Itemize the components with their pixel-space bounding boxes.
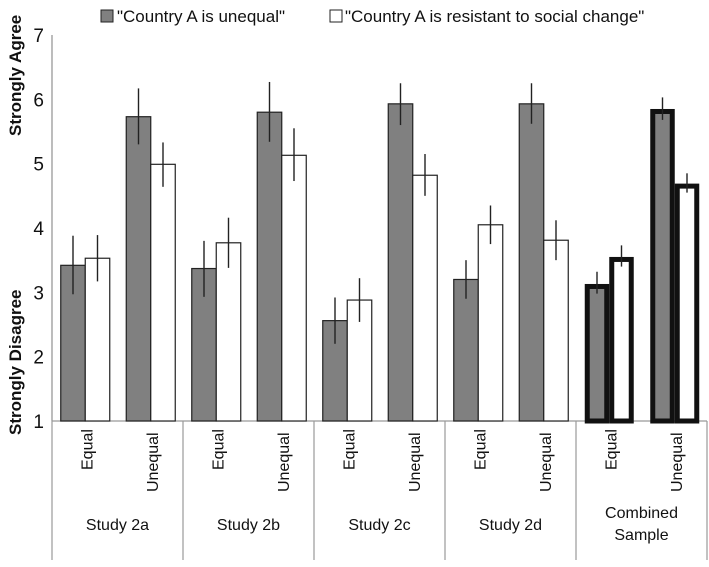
group-label: Study 2a: [86, 517, 149, 534]
bar-unequal: [650, 108, 675, 424]
y-tick-label: 2: [33, 348, 44, 369]
y-label-top: Strongly Agree: [6, 15, 25, 136]
bar-resistant: [412, 174, 438, 422]
x-tick-label-equal: Equal: [79, 429, 96, 470]
y-tick-label: 4: [33, 219, 44, 240]
legend: "Country A is unequal" "Country A is res…: [100, 7, 644, 26]
bar-resistant: [281, 154, 307, 422]
x-tick-label-unequal: Unequal: [145, 432, 162, 492]
x-tick-label-equal: Equal: [472, 429, 489, 470]
bar-resistant: [84, 257, 111, 422]
bar-resistant: [674, 183, 700, 424]
bar-unequal: [518, 103, 545, 422]
group-label: Study 2b: [217, 517, 280, 534]
bar-unequal: [322, 320, 348, 422]
bar-unequal: [387, 103, 414, 422]
y-tick-label: 3: [33, 283, 44, 304]
bar-resistant: [215, 242, 242, 422]
bar-resistant: [150, 163, 176, 422]
bar-resistant: [477, 224, 504, 422]
legend-swatch-resistant: [329, 9, 343, 23]
y-tick-label: 5: [33, 155, 44, 176]
x-tick-label-unequal: Unequal: [276, 432, 293, 492]
legend-label-resistant: "Country A is resistant to social change…: [345, 7, 644, 26]
group-label: Combined: [605, 505, 678, 522]
legend-label-unequal: "Country A is unequal": [117, 7, 285, 26]
bar-resistant: [543, 239, 569, 422]
x-tick-label-equal: Equal: [341, 429, 358, 470]
y-tick-label: 1: [33, 412, 44, 433]
bar-unequal: [453, 278, 479, 422]
bar-unequal: [125, 116, 152, 422]
y-tick-label: 7: [33, 26, 44, 47]
group-label: Study 2c: [348, 517, 410, 534]
group-label: Sample: [614, 527, 668, 544]
legend-swatch-unequal: [100, 9, 114, 23]
y-label-bottom: Strongly Disagree: [6, 290, 25, 436]
x-tick-label-unequal: Unequal: [407, 432, 424, 492]
x-tick-label-equal: Equal: [603, 429, 620, 470]
bar-resistant: [609, 256, 634, 424]
group-label: Study 2d: [479, 517, 542, 534]
x-tick-label-unequal: Unequal: [669, 432, 686, 492]
x-tick-label-unequal: Unequal: [538, 432, 555, 492]
x-tick-label-equal: Equal: [210, 429, 227, 470]
y-tick-label: 6: [33, 90, 44, 111]
bar-unequal: [256, 111, 283, 422]
bar-unequal: [584, 283, 610, 424]
